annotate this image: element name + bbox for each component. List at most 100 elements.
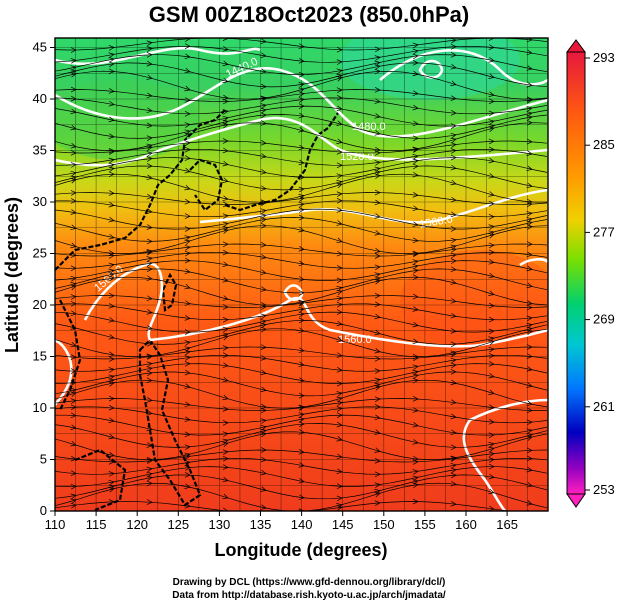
streamline-arrow: [488, 419, 495, 425]
streamline: [55, 225, 548, 255]
streamline-arrow: [526, 165, 533, 172]
streamline-arrow: [488, 146, 495, 153]
streamline-arrow: [450, 95, 457, 101]
streamline-arrow: [108, 201, 115, 208]
streamline-arrow: [374, 500, 381, 507]
streamline-arrow: [184, 244, 191, 251]
streamline-arrow: [412, 263, 419, 270]
streamline-arrow: [336, 73, 343, 80]
streamline-arrow: [298, 260, 305, 267]
streamline-arrow: [184, 235, 191, 241]
streamline-arrow: [298, 377, 305, 383]
streamline-arrow: [298, 82, 305, 88]
streamline-arrow: [222, 213, 229, 219]
streamline: [55, 406, 548, 424]
streamline-arrow: [298, 421, 305, 428]
streamline-arrow: [184, 257, 191, 264]
streamline-arrow: [146, 92, 153, 99]
streamline-arrow: [146, 174, 153, 181]
streamline-arrow: [108, 395, 115, 402]
streamline-arrow: [184, 213, 191, 219]
streamline-arrow: [184, 167, 191, 174]
streamline-arrow: [488, 98, 495, 105]
streamline-arrow: [146, 370, 153, 377]
streamline-arrow: [298, 97, 305, 103]
streamline-arrow: [108, 367, 115, 373]
streamline-arrow: [336, 237, 343, 244]
streamline-arrow: [298, 144, 305, 151]
streamline-arrow: [526, 447, 533, 454]
streamline-arrow: [488, 389, 495, 395]
streamline-arrow: [488, 124, 495, 130]
streamline-arrow: [222, 441, 229, 448]
streamline-arrow: [222, 226, 229, 232]
streamline-arrow: [488, 191, 495, 197]
streamline-arrow: [146, 354, 153, 360]
streamline-arrow: [222, 449, 229, 455]
contour-label: 1480.0: [352, 121, 386, 133]
streamline-arrow: [298, 226, 305, 233]
streamline-arrow: [298, 103, 305, 109]
streamline: [55, 217, 548, 242]
streamline-arrow: [146, 74, 153, 80]
streamline: [55, 192, 548, 205]
streamline-arrow: [488, 328, 495, 335]
streamline-arrow: [260, 213, 267, 219]
streamline-arrow: [336, 120, 343, 126]
streamline-arrow: [374, 230, 381, 236]
streamline-arrow: [450, 252, 457, 259]
streamline-arrow: [222, 46, 229, 52]
streamline-arrow: [146, 156, 153, 162]
streamline-arrow: [184, 329, 191, 335]
streamline-arrow: [412, 395, 419, 402]
streamline-arrow: [108, 171, 115, 178]
streamline-arrow: [222, 507, 229, 511]
streamline-arrow: [222, 201, 229, 208]
streamline: [55, 398, 548, 411]
streamline-arrow: [412, 171, 419, 178]
streamline-arrow: [526, 138, 533, 145]
streamline-arrow: [374, 292, 381, 299]
streamline-arrow: [146, 409, 153, 416]
streamline-arrow: [526, 251, 533, 258]
streamline-arrow: [298, 416, 305, 423]
streamline-arrow: [488, 290, 495, 296]
streamline-arrow: [184, 460, 191, 466]
streamline-arrow: [450, 266, 457, 273]
streamline-arrow: [526, 304, 533, 311]
streamline-arrow: [336, 138, 343, 144]
streamline: [55, 251, 548, 269]
streamline-arrow: [70, 368, 77, 374]
streamline-arrow: [260, 486, 267, 492]
streamline-arrow: [450, 258, 457, 264]
streamline-arrow: [108, 100, 115, 107]
streamline-arrow: [70, 178, 77, 184]
streamline-arrow: [298, 311, 305, 318]
streamline-arrow: [222, 334, 229, 341]
streamline-arrow: [260, 96, 267, 102]
streamline-arrow: [184, 349, 191, 356]
streamline-arrow: [184, 67, 191, 74]
streamline-arrow: [374, 130, 381, 136]
streamline-arrow: [146, 40, 153, 46]
streamline-arrow: [450, 196, 457, 203]
y-tick-label: 10: [33, 400, 47, 415]
streamline-arrow: [184, 401, 191, 408]
streamline-arrow: [108, 433, 115, 440]
streamline-arrow: [488, 200, 495, 207]
streamline-arrow: [108, 484, 115, 491]
streamline-arrow: [488, 91, 495, 98]
streamline-arrow: [184, 300, 191, 306]
streamline-arrow: [526, 407, 533, 414]
y-tick-label: 20: [33, 297, 47, 312]
streamline-arrow: [412, 482, 419, 489]
streamline-arrow: [450, 38, 457, 44]
streamline-arrow: [298, 87, 305, 93]
streamline-arrow: [298, 347, 305, 354]
coastline-philippines: [138, 338, 202, 507]
streamline-arrow: [374, 458, 381, 464]
streamline-arrow: [412, 422, 419, 428]
streamline-arrow: [70, 175, 77, 182]
streamline-arrow: [526, 382, 533, 388]
streamline-arrow: [260, 254, 267, 260]
